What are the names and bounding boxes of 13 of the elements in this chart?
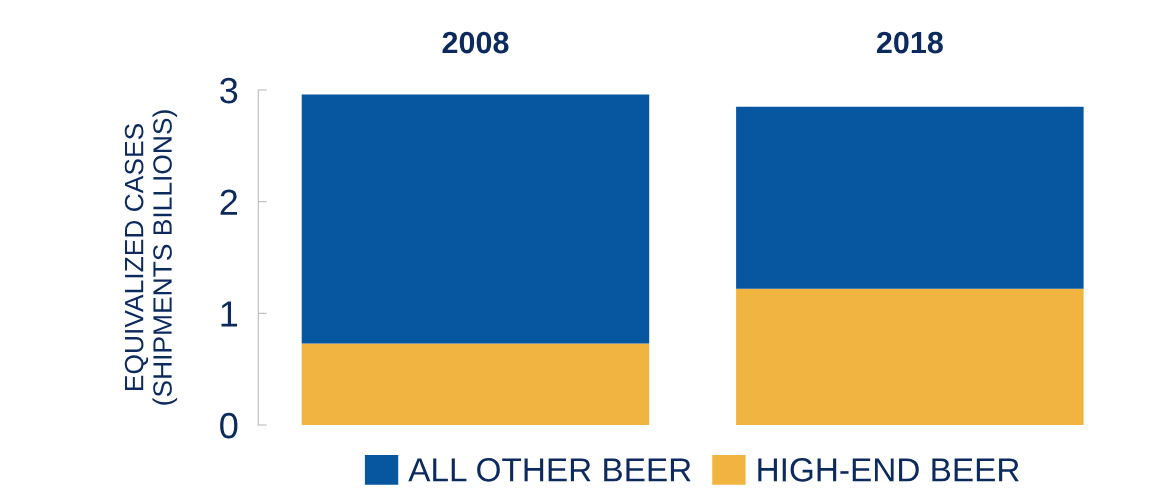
y-axis-title: EQUIVALIZED CASES (SHIPMENTS BILLIONS) <box>124 110 178 405</box>
y-tick-label: 1 <box>221 301 238 327</box>
bar <box>736 288 1084 425</box>
y-tick-label: 0 <box>220 412 238 439</box>
y-tick-label: 2 <box>220 189 238 215</box>
legend-label: HIGH-END BEER <box>758 458 1019 482</box>
bar <box>736 106 1084 289</box>
y-tick-label: 3 <box>220 77 238 104</box>
legend-label: ALL OTHER BEER <box>408 458 691 482</box>
bar <box>301 343 650 425</box>
x-tick-label: 2008 <box>442 31 509 54</box>
x-tick-label: 2018 <box>876 31 943 54</box>
bar <box>301 94 650 344</box>
